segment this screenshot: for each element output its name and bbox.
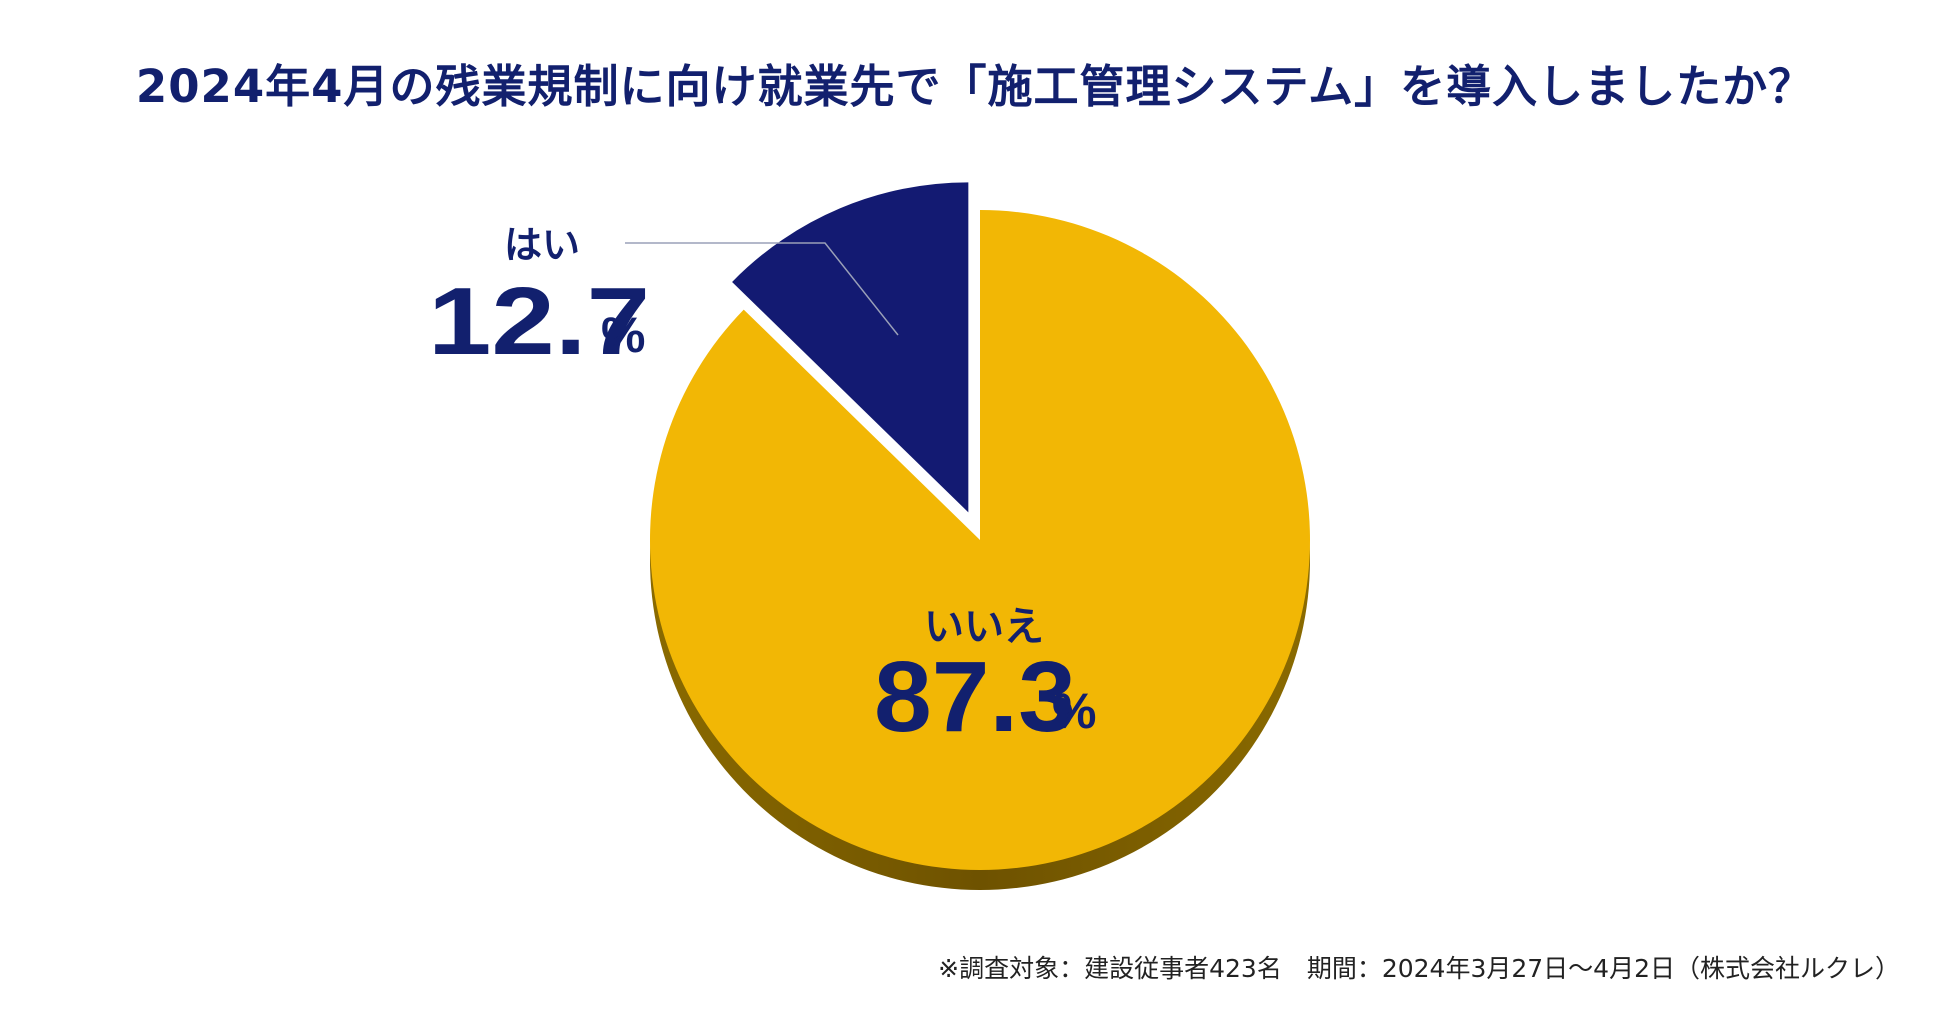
slice-value-yes: 12.7 — [428, 268, 650, 375]
pie-slice-yes — [732, 182, 969, 513]
slice-unit-no: % — [1052, 683, 1096, 739]
pie-slice-no — [650, 210, 1310, 870]
leader-line — [625, 242, 899, 336]
chart-title: 2024年4月の残業規制に向け就業先で「施工管理システム」を導入しましたか？ — [135, 60, 1815, 113]
slice-label-yes: はい — [504, 223, 580, 267]
slice-value-no: 87.3 — [874, 641, 1076, 753]
survey-footnote: ※調査対象：建設従事者423名 期間：2024年3月27日〜4月2日（株式会社ル… — [938, 954, 1900, 983]
slice-unit-yes: % — [601, 307, 645, 363]
slice-label-no: いいえ — [924, 604, 1044, 650]
